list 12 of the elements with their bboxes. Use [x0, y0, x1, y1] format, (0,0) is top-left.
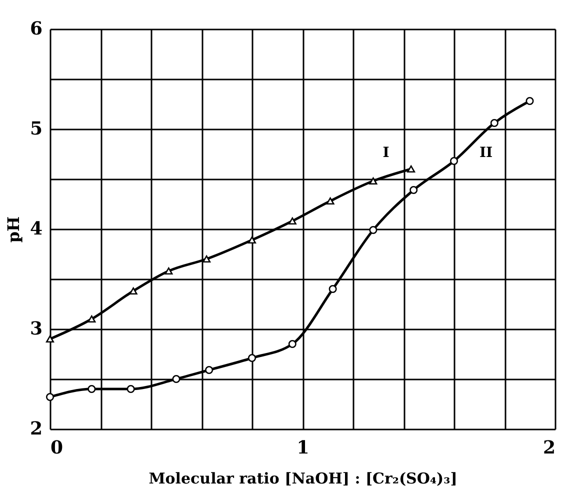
x-tick-label: 2: [542, 438, 556, 458]
y-tick-label: 6: [30, 18, 42, 40]
x-tick-label: 0: [50, 438, 64, 458]
x-axis-title: Molecular ratio [NaOH] : [Cr₂(SO₄)₃]: [148, 470, 458, 487]
y-tick-label: 3: [30, 318, 42, 340]
y-tick-label: 2: [30, 418, 42, 440]
y-tick-label: 4: [30, 218, 42, 240]
series-label: II: [479, 145, 493, 161]
y-tick-label: 5: [30, 118, 42, 140]
series-label: I: [382, 145, 390, 161]
y-axis-title: pH: [4, 216, 23, 243]
x-tick-label: 1: [296, 438, 310, 458]
